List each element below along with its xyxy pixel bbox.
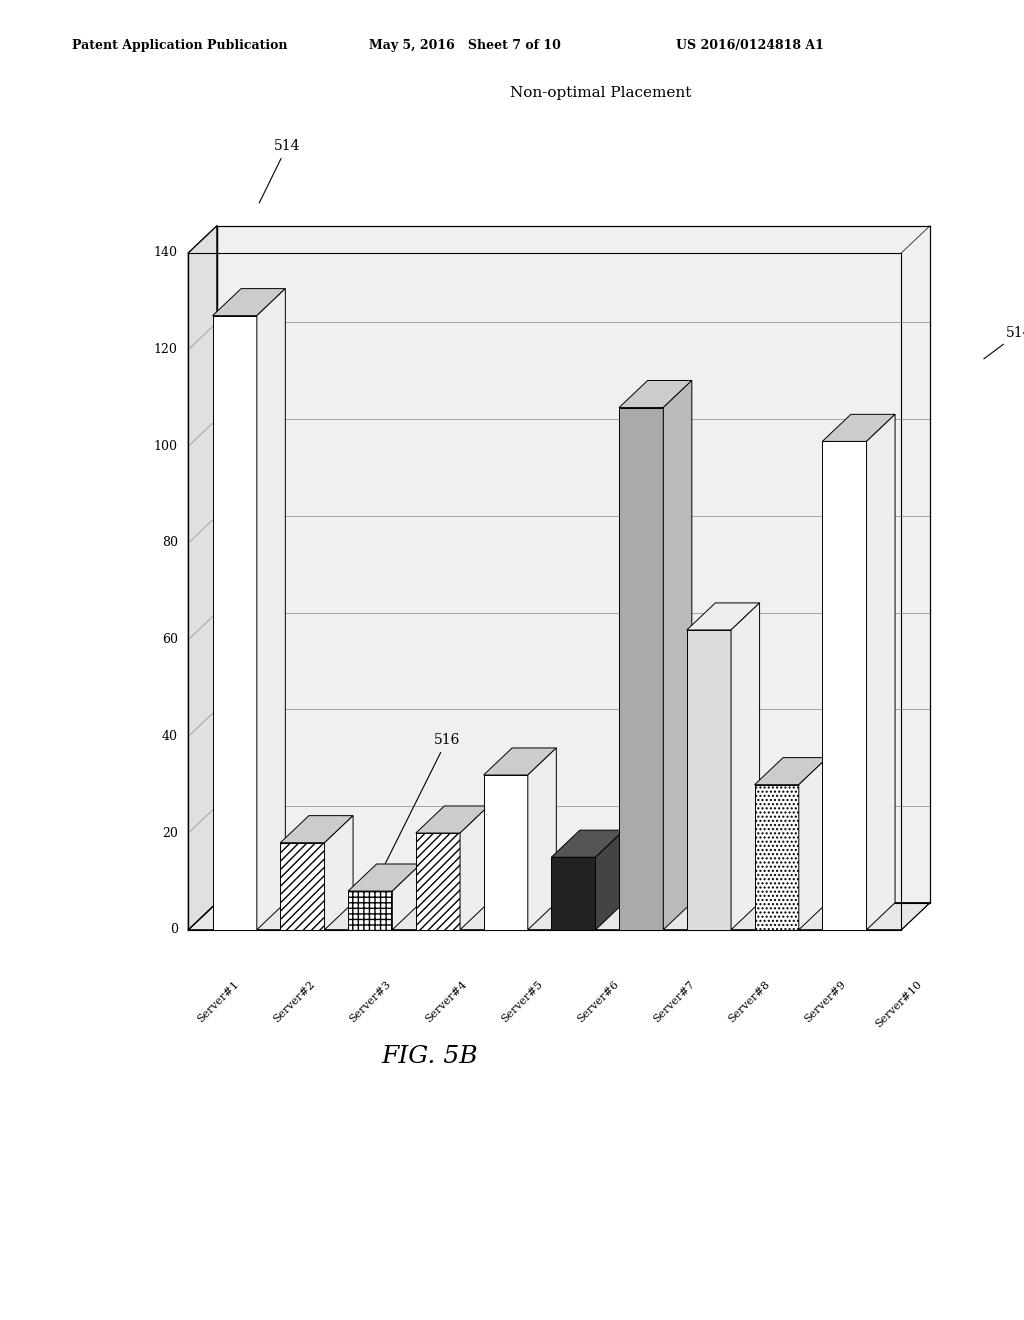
Polygon shape	[281, 816, 353, 842]
Text: May 5, 2016   Sheet 7 of 10: May 5, 2016 Sheet 7 of 10	[369, 38, 560, 51]
Text: US 2016/0124818 A1: US 2016/0124818 A1	[676, 38, 823, 51]
Text: Non-optimal Placement: Non-optimal Placement	[510, 86, 691, 100]
Polygon shape	[664, 380, 692, 929]
Text: 140: 140	[154, 247, 177, 259]
Polygon shape	[348, 865, 421, 891]
Polygon shape	[620, 380, 692, 408]
Polygon shape	[213, 315, 257, 929]
Polygon shape	[213, 289, 286, 315]
Text: Patent Application Publication: Patent Application Publication	[72, 38, 287, 51]
Polygon shape	[188, 226, 217, 929]
Polygon shape	[460, 807, 488, 929]
Text: Server#9: Server#9	[803, 979, 848, 1024]
Polygon shape	[822, 441, 866, 929]
Polygon shape	[483, 775, 527, 929]
Polygon shape	[527, 748, 556, 929]
Polygon shape	[866, 414, 895, 929]
Polygon shape	[822, 414, 895, 441]
Text: 120: 120	[154, 343, 177, 356]
Polygon shape	[188, 903, 930, 929]
Text: Server#5: Server#5	[500, 979, 545, 1024]
Text: FIG. 5B: FIG. 5B	[382, 1044, 478, 1068]
Polygon shape	[416, 807, 488, 833]
Polygon shape	[325, 816, 353, 929]
Text: 40: 40	[162, 730, 177, 743]
Text: Server#2: Server#2	[271, 979, 317, 1024]
Polygon shape	[687, 603, 760, 630]
Text: 20: 20	[162, 826, 177, 840]
Polygon shape	[392, 865, 421, 929]
Polygon shape	[217, 226, 930, 903]
Text: Server#4: Server#4	[423, 979, 469, 1024]
Polygon shape	[596, 830, 624, 929]
Text: Server#3: Server#3	[347, 979, 393, 1024]
Polygon shape	[799, 758, 827, 929]
Text: Server#6: Server#6	[575, 979, 621, 1024]
Text: 0: 0	[170, 923, 177, 936]
Polygon shape	[687, 630, 731, 929]
Polygon shape	[281, 842, 325, 929]
Polygon shape	[755, 758, 827, 784]
Text: 80: 80	[162, 536, 177, 549]
Polygon shape	[483, 748, 556, 775]
Text: 514: 514	[259, 139, 300, 203]
Polygon shape	[416, 833, 460, 929]
Text: Server#1: Server#1	[196, 979, 241, 1024]
Text: 516: 516	[379, 733, 460, 876]
Text: Server#8: Server#8	[727, 979, 772, 1024]
Polygon shape	[620, 408, 664, 929]
Text: 100: 100	[154, 440, 177, 453]
Polygon shape	[348, 891, 392, 929]
Polygon shape	[755, 784, 799, 929]
Polygon shape	[551, 857, 596, 929]
Text: 514: 514	[984, 326, 1024, 359]
Text: 60: 60	[162, 634, 177, 647]
Polygon shape	[551, 830, 624, 857]
Text: Server#10: Server#10	[873, 979, 924, 1030]
Text: Server#7: Server#7	[651, 979, 696, 1024]
Polygon shape	[731, 603, 760, 929]
Polygon shape	[257, 289, 286, 929]
